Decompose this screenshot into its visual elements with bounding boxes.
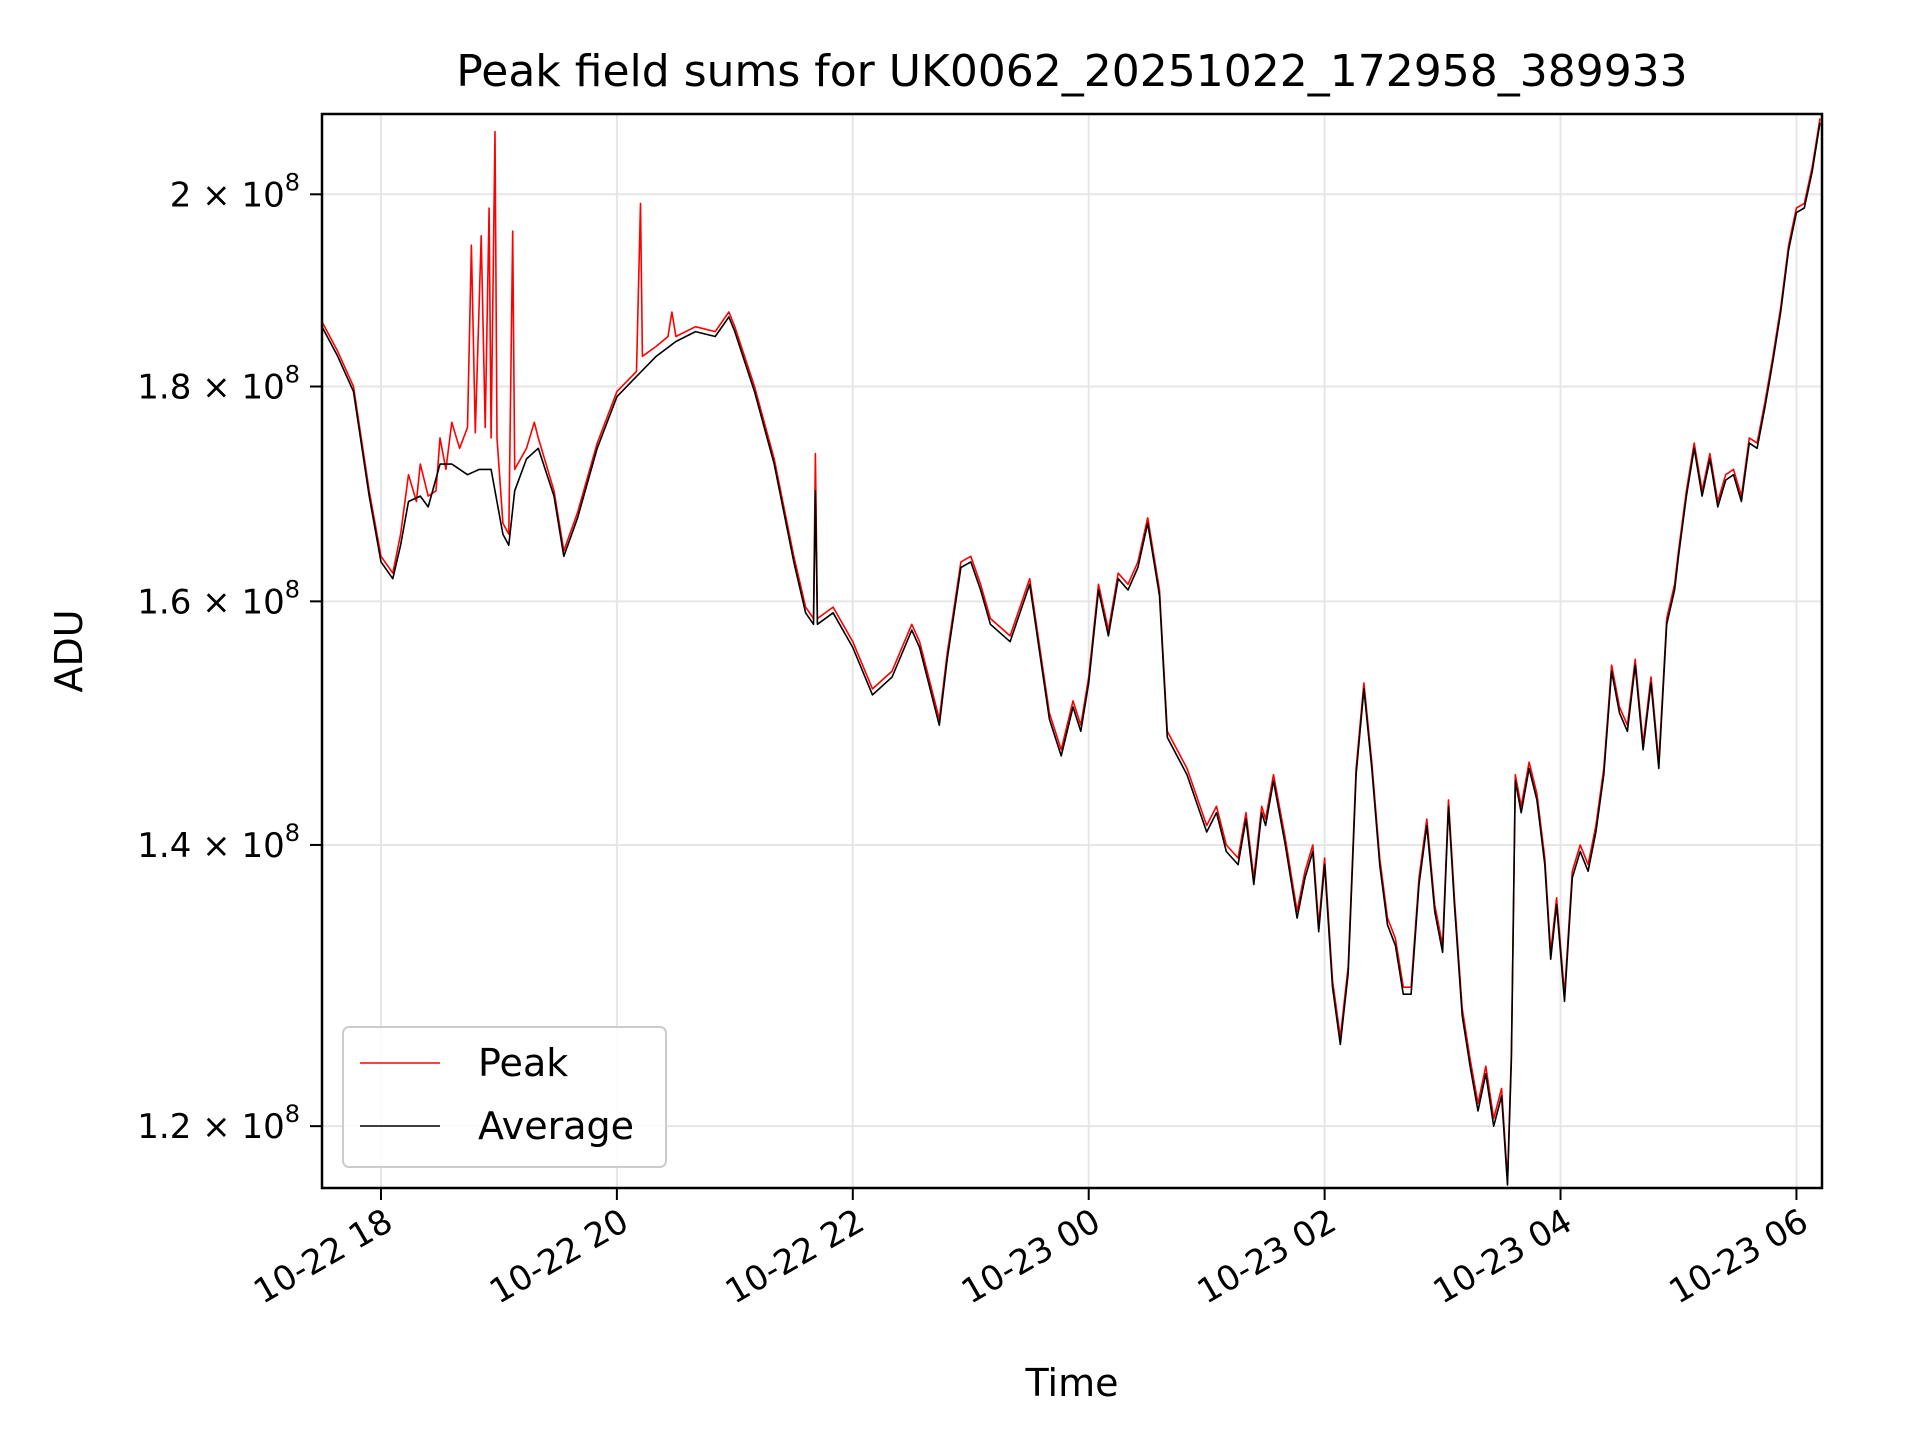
- series-line-average: [322, 122, 1821, 1186]
- plot-series: [322, 118, 1821, 1186]
- y-tick-label: 1.4 × 108: [137, 819, 300, 866]
- legend: Peak Average: [342, 1026, 667, 1168]
- y-tick-label: 1.8 × 108: [137, 360, 300, 407]
- y-axis-label: ADU: [47, 609, 91, 692]
- y-tick-label: 1.2 × 108: [137, 1100, 300, 1147]
- y-tick-label: 1.6 × 108: [137, 575, 300, 622]
- legend-label-peak: Peak: [478, 1041, 568, 1085]
- legend-label-average: Average: [478, 1104, 634, 1148]
- chart-title: Peak field sums for UK0062_20251022_1729…: [456, 46, 1687, 97]
- x-axis-label: Time: [1025, 1361, 1119, 1405]
- y-tick-label: 2 × 108: [170, 168, 300, 215]
- legend-box: [342, 1026, 667, 1168]
- plot-frame: [320, 112, 1824, 1190]
- grid: [322, 114, 1822, 1188]
- y-axis: 1.2 × 108 1.4 × 108 1.6 × 108 1.8 × 108 2 × …: [137, 168, 322, 1147]
